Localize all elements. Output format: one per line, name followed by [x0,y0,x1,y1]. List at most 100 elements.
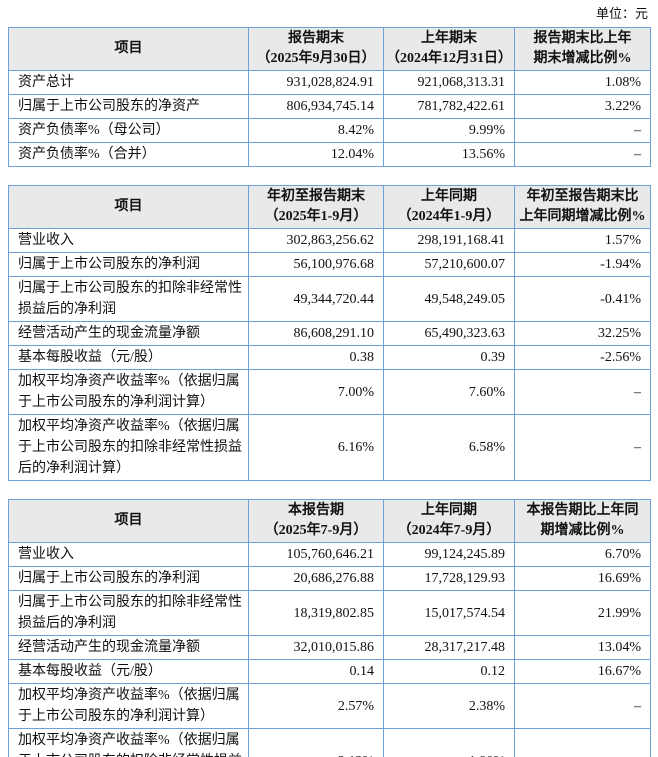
prior-value: 298,191,168.41 [383,228,515,253]
row-label: 基本每股收益（元/股） [8,659,249,684]
row-label: 归属于上市公司股东的扣除非经常性损益后的净利润 [8,590,249,636]
current-value: 806,934,745.14 [248,94,384,119]
current-value: 18,319,802.85 [248,590,384,636]
column-header-item: 项目 [8,499,249,543]
table-row: 资产总计 931,028,824.91 921,068,313.31 1.08% [8,70,651,95]
table-row: 归属于上市公司股东的扣除非经常性损益后的净利润 18,319,802.85 15… [8,590,651,636]
change-value: – [514,683,651,729]
row-label: 加权平均净资产收益率%（依据归属于上市公司股东的扣除非经常性损益后的净利润计算） [8,414,249,481]
prior-value: 49,548,249.05 [383,276,515,322]
change-value: – [514,142,651,167]
row-label: 经营活动产生的现金流量净额 [8,321,249,346]
table-row: 资产负债率%（合并） 12.04% 13.56% – [8,142,651,167]
prior-value: 13.56% [383,142,515,167]
column-header-change-ratio: 报告期末比上年 期末增减比例% [514,27,651,71]
current-value: 302,863,256.62 [248,228,384,253]
change-value: 16.69% [514,566,651,591]
row-label: 归属于上市公司股东的净利润 [8,252,249,277]
column-header-change-ratio: 本报告期比上年同 期增减比例% [514,499,651,543]
current-value: 49,344,720.44 [248,276,384,322]
current-value: 0.14 [248,659,384,684]
table-row: 营业收入 105,760,646.21 99,124,245.89 6.70% [8,542,651,567]
row-label: 资产负债率%（合并） [8,142,249,167]
current-value: 7.00% [248,369,384,415]
table-row: 归属于上市公司股东的净利润 20,686,276.88 17,728,129.9… [8,566,651,591]
table-row: 经营活动产生的现金流量净额 86,608,291.10 65,490,323.6… [8,321,651,346]
column-header-prior-same-period: 上年同期 （2024年1-9月） [383,185,515,229]
table-row: 归属于上市公司股东的净资产 806,934,745.14 781,782,422… [8,94,651,119]
table-header-row: 项目 年初至报告期末 （2025年1-9月） 上年同期 （2024年1-9月） 年初… [8,185,651,229]
change-value: – [514,728,651,757]
row-label: 经营活动产生的现金流量净额 [8,635,249,660]
column-header-item: 项目 [8,27,249,71]
column-header-change-ratio: 年初至报告期末比 上年同期增减比例% [514,185,651,229]
row-label: 归属于上市公司股东的扣除非经常性损益后的净利润 [8,276,249,322]
current-value: 12.04% [248,142,384,167]
column-header-current-quarter: 本报告期 （2025年7-9月） [248,499,384,543]
row-label: 资产负债率%（母公司） [8,118,249,143]
current-value: 105,760,646.21 [248,542,384,567]
prior-value: 65,490,323.63 [383,321,515,346]
prior-value: 28,317,217.48 [383,635,515,660]
current-value: 931,028,824.91 [248,70,384,95]
change-value: 1.08% [514,70,651,95]
row-label: 加权平均净资产收益率%（依据归属于上市公司股东的扣除非经常性损益后的净利润计算） [8,728,249,757]
change-value: 13.04% [514,635,651,660]
change-value: – [514,414,651,481]
prior-value: 7.60% [383,369,515,415]
change-value: 16.67% [514,659,651,684]
current-value: 56,100,976.68 [248,252,384,277]
prior-value: 17,728,129.93 [383,566,515,591]
unit-label: 单位：元 [595,6,648,21]
prior-value: 15,017,574.54 [383,590,515,636]
change-value: 32.25% [514,321,651,346]
prior-value: 9.99% [383,118,515,143]
column-header-report-period-end: 报告期末 （2025年9月30日） [248,27,384,71]
change-value: -0.41% [514,276,651,322]
prior-value: 2.38% [383,683,515,729]
column-header-prior-same-period: 上年同期 （2024年7-9月） [383,499,515,543]
change-value: – [514,369,651,415]
row-label: 加权平均净资产收益率%（依据归属于上市公司股东的净利润计算） [8,369,249,415]
current-value: 0.38 [248,345,384,370]
prior-value: 781,782,422.61 [383,94,515,119]
table-row: 加权平均净资产收益率%（依据归属于上市公司股东的扣除非经常性损益后的净利润计算）… [8,414,651,481]
current-value: 20,686,276.88 [248,566,384,591]
table-row: 资产负债率%（母公司） 8.42% 9.99% – [8,118,651,143]
row-label: 归属于上市公司股东的净资产 [8,94,249,119]
current-value: 2.12% [248,728,384,757]
row-label: 营业收入 [8,542,249,567]
current-value: 2.57% [248,683,384,729]
current-value: 32,010,015.86 [248,635,384,660]
table-row: 营业收入 302,863,256.62 298,191,168.41 1.57% [8,228,651,253]
change-value: 6.70% [514,542,651,567]
prior-value: 0.39 [383,345,515,370]
prior-value: 99,124,245.89 [383,542,515,567]
column-header-ytd-period: 年初至报告期末 （2025年1-9月） [248,185,384,229]
table-row: 加权平均净资产收益率%（依据归属于上市公司股东的净利润计算） 2.57% 2.3… [8,683,651,729]
table-header-row: 项目 本报告期 （2025年7-9月） 上年同期 （2024年7-9月） 本报告期比… [8,499,651,543]
table-header-row: 项目 报告期末 （2025年9月30日） 上年期末 （2024年12月31日） 报告… [8,27,651,71]
column-header-prior-year-end: 上年期末 （2024年12月31日） [383,27,515,71]
table-row: 经营活动产生的现金流量净额 32,010,015.86 28,317,217.4… [8,635,651,660]
table-row: 归属于上市公司股东的扣除非经常性损益后的净利润 49,344,720.44 49… [8,276,651,322]
prior-value: 0.12 [383,659,515,684]
ytd-income-summary-table: 项目 年初至报告期末 （2025年1-9月） 上年同期 （2024年1-9月） 年初… [8,185,651,481]
change-value: -1.94% [514,252,651,277]
column-header-item: 项目 [8,185,249,229]
prior-value: 1.90% [383,728,515,757]
row-label: 归属于上市公司股东的净利润 [8,566,249,591]
change-value: 21.99% [514,590,651,636]
change-value: 3.22% [514,94,651,119]
row-label: 资产总计 [8,70,249,95]
change-value: -2.56% [514,345,651,370]
balance-summary-table: 项目 报告期末 （2025年9月30日） 上年期末 （2024年12月31日） 报告… [8,27,651,167]
quarter-income-summary-table: 项目 本报告期 （2025年7-9月） 上年同期 （2024年7-9月） 本报告期比… [8,499,651,757]
table-row: 归属于上市公司股东的净利润 56,100,976.68 57,210,600.0… [8,252,651,277]
table-row: 加权平均净资产收益率%（依据归属于上市公司股东的净利润计算） 7.00% 7.6… [8,369,651,415]
row-label: 加权平均净资产收益率%（依据归属于上市公司股东的净利润计算） [8,683,249,729]
change-value: 1.57% [514,228,651,253]
prior-value: 57,210,600.07 [383,252,515,277]
change-value: – [514,118,651,143]
